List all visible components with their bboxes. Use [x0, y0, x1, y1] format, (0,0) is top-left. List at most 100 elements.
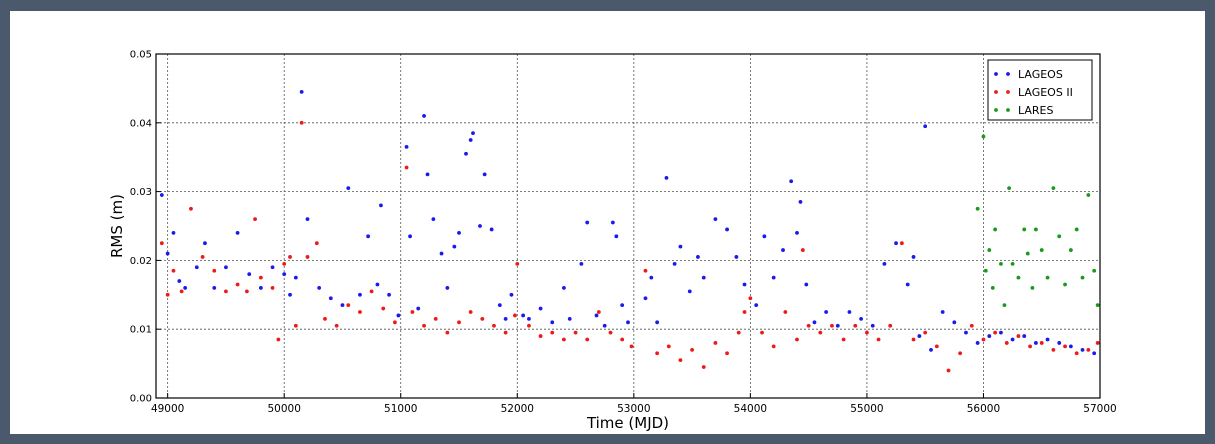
- data-point: [457, 320, 461, 324]
- data-point: [341, 303, 345, 307]
- data-point: [748, 296, 752, 300]
- data-point: [799, 200, 803, 204]
- data-point: [203, 241, 207, 245]
- data-point: [818, 331, 822, 335]
- data-point: [282, 262, 286, 266]
- data-point: [824, 310, 828, 314]
- data-point: [539, 334, 543, 338]
- data-point: [1034, 228, 1038, 232]
- data-point: [725, 351, 729, 355]
- data-point: [579, 262, 583, 266]
- data-point: [611, 221, 615, 225]
- legend-marker: [1006, 72, 1010, 76]
- data-point: [224, 289, 228, 293]
- data-point: [434, 317, 438, 321]
- y-tick-label: 0.00: [130, 394, 152, 405]
- data-point: [673, 262, 677, 266]
- data-point: [201, 255, 205, 259]
- data-point: [376, 283, 380, 287]
- data-point: [180, 289, 184, 293]
- data-point: [1075, 228, 1079, 232]
- data-point: [1057, 234, 1061, 238]
- data-point: [947, 369, 951, 373]
- data-point: [315, 241, 319, 245]
- data-point: [510, 293, 514, 297]
- data-point: [271, 265, 275, 269]
- data-point: [317, 286, 321, 290]
- data-point: [323, 317, 327, 321]
- data-point: [702, 276, 706, 280]
- data-point: [416, 307, 420, 311]
- data-point: [440, 252, 444, 256]
- data-point: [620, 338, 624, 342]
- data-point: [1081, 276, 1085, 280]
- data-point: [585, 338, 589, 342]
- data-point: [1011, 262, 1015, 266]
- data-point: [431, 217, 435, 221]
- data-point: [574, 331, 578, 335]
- data-point: [894, 241, 898, 245]
- data-point: [1063, 283, 1067, 287]
- data-point: [445, 286, 449, 290]
- y-axis-label: RMS (m): [108, 194, 126, 258]
- data-point: [830, 324, 834, 328]
- data-point: [882, 262, 886, 266]
- data-point: [568, 317, 572, 321]
- data-point: [725, 228, 729, 232]
- data-point: [688, 289, 692, 293]
- data-point: [1031, 286, 1035, 290]
- data-point: [783, 310, 787, 314]
- data-point: [1046, 338, 1050, 342]
- y-tick-label: 0.02: [130, 256, 152, 267]
- data-point: [993, 228, 997, 232]
- data-point: [1057, 341, 1061, 345]
- data-point: [172, 269, 176, 273]
- data-point: [655, 351, 659, 355]
- x-axis-label: Time (MJD): [586, 414, 669, 432]
- data-point: [1069, 345, 1073, 349]
- data-point: [848, 310, 852, 314]
- data-point: [306, 217, 310, 221]
- data-point: [871, 324, 875, 328]
- data-point: [177, 279, 181, 283]
- data-point: [408, 234, 412, 238]
- data-point: [445, 331, 449, 335]
- x-tick-label: 50000: [267, 403, 300, 415]
- legend-label: LAGEOS: [1018, 68, 1063, 81]
- legend-marker: [1006, 108, 1010, 112]
- data-point: [877, 338, 881, 342]
- data-point: [329, 296, 333, 300]
- y-tick-label: 0.04: [130, 118, 152, 129]
- data-point: [1028, 345, 1032, 349]
- data-point: [370, 289, 374, 293]
- data-point: [471, 131, 475, 135]
- data-point: [490, 228, 494, 232]
- data-point: [993, 331, 997, 335]
- data-point: [527, 324, 531, 328]
- data-point: [906, 283, 910, 287]
- data-point: [1051, 186, 1055, 190]
- data-point: [212, 286, 216, 290]
- data-point: [1011, 338, 1015, 342]
- data-point: [984, 269, 988, 273]
- data-point: [620, 303, 624, 307]
- data-point: [853, 324, 857, 328]
- data-point: [1063, 345, 1067, 349]
- data-point: [464, 152, 468, 156]
- data-point: [426, 173, 430, 177]
- data-point: [550, 331, 554, 335]
- data-point: [743, 310, 747, 314]
- legend-label: LAGEOS II: [1018, 86, 1073, 99]
- data-point: [379, 203, 383, 207]
- data-point: [976, 207, 980, 211]
- data-point: [888, 324, 892, 328]
- data-point: [1075, 351, 1079, 355]
- data-point: [410, 310, 414, 314]
- data-point: [1086, 348, 1090, 352]
- data-point: [1007, 186, 1011, 190]
- data-point: [539, 307, 543, 311]
- data-point: [970, 324, 974, 328]
- data-point: [987, 248, 991, 252]
- data-point: [941, 310, 945, 314]
- data-point: [1081, 348, 1085, 352]
